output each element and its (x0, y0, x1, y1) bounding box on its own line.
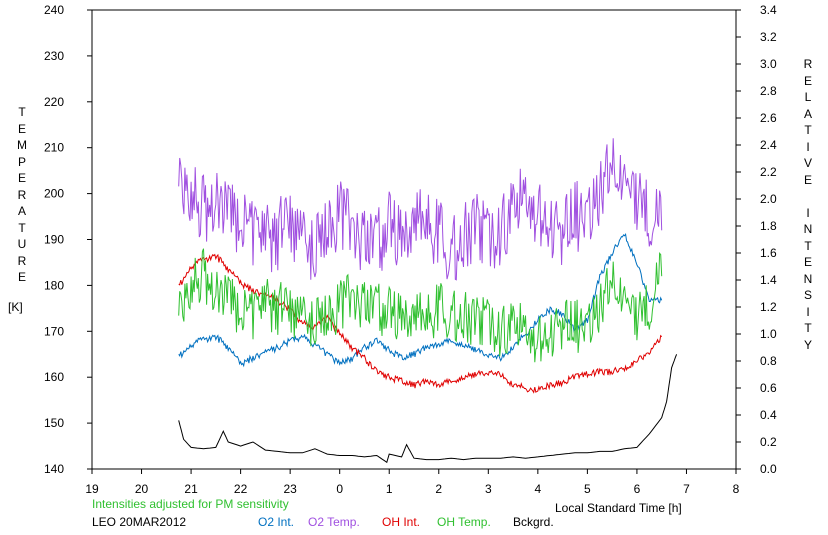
right-tick-label: 3.4 (760, 3, 777, 17)
axis-label-letter: T (804, 321, 812, 335)
series-oh-int (178, 253, 663, 394)
axis-label-letter: E (17, 121, 26, 136)
station-label: LEO 20MAR2012 (92, 515, 187, 529)
left-tick-label: 230 (44, 49, 64, 63)
plot-frame (91, 9, 737, 470)
x-tick-label: 1 (386, 482, 393, 496)
left-tick-label: 140 (44, 462, 64, 476)
x-axis-label: Local Standard Time [h] (555, 501, 682, 515)
x-tick-label: 0 (336, 482, 343, 496)
axis-label-letter: T (18, 220, 26, 235)
legend-item: O2 Temp. (308, 515, 360, 529)
axis-label-letter: V (803, 156, 812, 170)
right-tick-label: 3.0 (760, 57, 777, 71)
left-tick-label: 240 (44, 3, 64, 17)
x-tick-label: 23 (283, 482, 297, 496)
axis-label-letter: T (18, 105, 26, 119)
left-tick-label: 210 (44, 141, 64, 155)
left-tick-label: 190 (44, 233, 64, 247)
right-tick-label: 0.2 (760, 435, 777, 449)
axis-label-letter: A (803, 106, 812, 121)
axis-label-letter: R (17, 187, 27, 202)
right-tick-label: 1.6 (760, 246, 777, 260)
x-tick-label: 21 (184, 482, 198, 496)
axis-label-letter: E (17, 270, 26, 284)
right-tick-label: 0.8 (760, 354, 777, 368)
axis-label-letter: E (803, 172, 812, 187)
series-oh-temp (178, 248, 663, 363)
axis-label-letter: E (17, 171, 26, 185)
x-tick-label: 4 (535, 482, 542, 496)
axis-label-letter: R (803, 57, 813, 71)
left-tick-label: 180 (44, 278, 64, 292)
x-tick-label: 3 (485, 482, 492, 496)
axis-label-letter (800, 190, 816, 207)
axis-label-letter: R (17, 253, 27, 268)
series-bckgrd (178, 354, 678, 464)
right-tick-label: 1.2 (760, 300, 777, 314)
x-tick-label: 7 (683, 482, 690, 496)
right-tick-label: 0.4 (760, 408, 777, 422)
left-tick-label: 160 (44, 370, 64, 384)
right-tick-label: 0.0 (760, 462, 777, 476)
x-tick-label: 6 (634, 482, 641, 496)
x-tick-label: 19 (85, 482, 99, 496)
right-tick-label: 2.8 (760, 84, 777, 98)
axis-label-letter: N (803, 222, 813, 236)
right-tick-label: 2.0 (760, 192, 777, 206)
series-lines (178, 138, 678, 464)
legend-item: O2 Int. (258, 515, 295, 529)
right-tick-label: 2.6 (760, 111, 777, 125)
axis-label-letter: I (806, 205, 810, 220)
axis-label-letter: T (804, 123, 812, 137)
right-tick-label: 0.6 (760, 381, 777, 395)
left-tick-label: 150 (44, 416, 64, 430)
series-o2-temp (178, 138, 663, 281)
axis-label-letter: M (17, 138, 27, 152)
x-tick-label: 20 (135, 482, 149, 496)
axis-label-letter: P (17, 154, 26, 169)
left-axis-unit: [K] (8, 300, 23, 314)
legend-item: OH Temp. (437, 515, 491, 529)
axis-label-letter: I (806, 304, 810, 319)
axis-label-letter: L (804, 90, 812, 104)
x-tick-label: 2 (435, 482, 442, 496)
legend-item: Bckgrd. (513, 515, 554, 529)
axis-label-letter: T (804, 238, 812, 253)
axis-label-letter: E (803, 255, 812, 269)
right-tick-label: 2.4 (760, 138, 777, 152)
axis-label-letter: A (17, 204, 26, 218)
left-tick-label: 220 (44, 95, 64, 109)
axis-label-letter: Y (803, 337, 812, 352)
note-text: Intensities adjusted for PM sensitivity (92, 497, 289, 511)
axis-label-letter: U (17, 237, 27, 251)
axis-label-letter: I (806, 139, 810, 154)
series-o2-int (178, 233, 663, 368)
right-tick-label: 1.4 (760, 273, 777, 287)
right-tick-label: 1.8 (760, 219, 777, 233)
axis-ticks: 1401501601701801902002102202302400.00.20… (44, 3, 777, 496)
axis-label-letter: E (803, 73, 812, 88)
right-tick-label: 2.2 (760, 165, 777, 179)
left-tick-label: 200 (44, 187, 64, 201)
right-tick-label: 3.2 (760, 30, 777, 44)
right-tick-label: 1.0 (760, 327, 777, 341)
legend-item: OH Int. (382, 515, 421, 529)
x-tick-label: 8 (733, 482, 740, 496)
left-tick-label: 170 (44, 324, 64, 338)
axis-label-letter: N (803, 271, 813, 286)
x-tick-label: 22 (234, 482, 248, 496)
axis-label-letter: S (803, 288, 812, 302)
x-tick-label: 5 (584, 482, 591, 496)
